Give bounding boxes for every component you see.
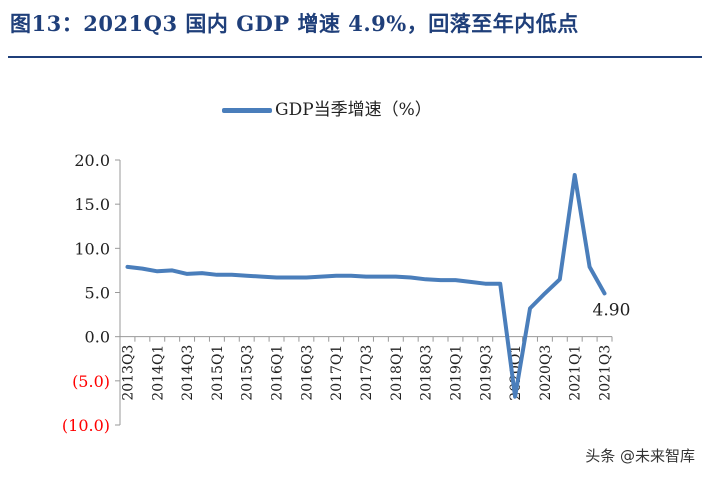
gdp-series-line — [125, 173, 607, 399]
y-tick-label: (10.0) — [62, 416, 110, 435]
watermark: 头条 @未来智库 — [581, 444, 699, 467]
x-tick-label: 2021Q3 — [598, 345, 614, 401]
y-tick-label: 15.0 — [74, 195, 110, 214]
x-tick-label: 2013Q3 — [120, 345, 136, 401]
x-tick-label: 2018Q3 — [419, 345, 435, 401]
x-tick-label: 2019Q3 — [478, 345, 494, 401]
x-tick-label: 2019Q1 — [448, 345, 464, 401]
x-tick-label: 2021Q1 — [568, 345, 584, 401]
y-tick-label: 5.0 — [85, 284, 110, 303]
x-tick-label: 2014Q3 — [180, 345, 196, 401]
x-tick-label: 2018Q1 — [389, 345, 405, 401]
y-tick-label: 10.0 — [74, 239, 110, 258]
x-tick-label: 2020Q3 — [538, 345, 554, 401]
y-tick-label: 20.0 — [74, 151, 110, 170]
legend-swatch — [222, 108, 272, 113]
x-tick-label: 2015Q3 — [240, 345, 256, 401]
x-tick-label: 2016Q1 — [270, 345, 286, 401]
x-tick-label: 2016Q3 — [299, 345, 315, 401]
y-tick-label: (5.0) — [72, 372, 110, 391]
y-tick-label: 0.0 — [85, 328, 110, 347]
figure-title: 图13：2021Q3 国内 GDP 增速 4.9%，回落至年内低点 — [10, 11, 579, 36]
title-divider — [8, 56, 702, 58]
legend-label: GDP当季增速（%） — [275, 100, 432, 120]
x-tick-label: 2014Q1 — [150, 345, 166, 401]
x-tick-label: 2017Q1 — [329, 345, 345, 401]
x-tick-label: 2015Q1 — [210, 345, 226, 401]
x-tick-label: 2017Q3 — [359, 345, 375, 401]
data-label: 4.90 — [593, 300, 631, 320]
